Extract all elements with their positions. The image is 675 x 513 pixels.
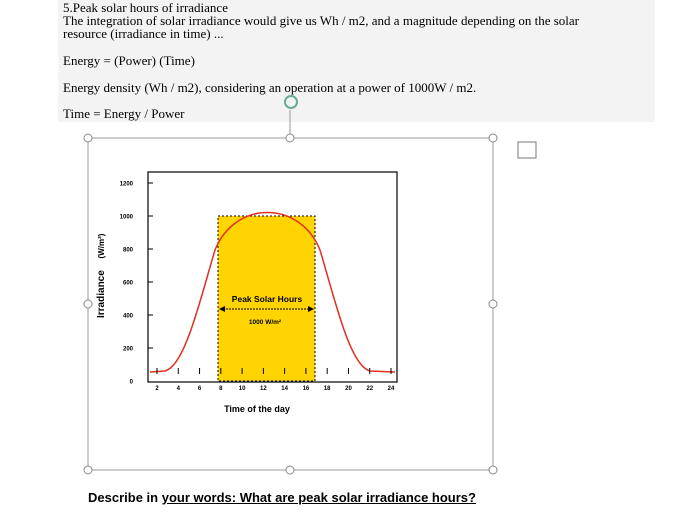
plot-frame	[147, 171, 398, 383]
x-tick-label: 24	[388, 386, 395, 392]
x-tick-label: 18	[324, 386, 331, 392]
question-prefix: Describe in	[88, 490, 159, 505]
handles	[83, 133, 498, 475]
paragraph: Energy density (Wh / m2), considering an…	[63, 80, 477, 95]
rotate-handle[interactable]	[284, 95, 298, 109]
band-value: 1000 W/m²	[249, 319, 282, 326]
x-tick-label: 4	[177, 386, 181, 392]
x-tick-label: 20	[345, 386, 352, 392]
peak-band	[217, 215, 316, 382]
y-tick-label: 600	[123, 281, 134, 287]
paragraph: Energy = (Power) (Time)	[63, 53, 195, 68]
x-axis-label: Time of the day	[224, 404, 290, 414]
y-axis-unit: (W/m²)	[97, 233, 106, 258]
heading: 5.Peak solar hours of irradiance	[63, 0, 228, 15]
x-tick-label: 22	[366, 386, 373, 392]
question-text: your words: What are peak solar irradian…	[161, 490, 476, 505]
irradiance-curve	[149, 211, 396, 373]
band-label: Peak Solar Hours	[232, 294, 303, 304]
x-tick-label: 14	[281, 386, 288, 392]
y-tick-label: 800	[123, 248, 134, 254]
paragraph: Time = Energy / Power	[63, 106, 185, 121]
x-tick-label: 16	[303, 386, 310, 392]
y-tick-label: 0	[130, 380, 134, 386]
paragraph: resource (irradiance in time) ...	[63, 26, 224, 41]
layout-options-icon[interactable]	[517, 141, 537, 159]
y-axis-label: Irradiance	[96, 270, 107, 318]
y-tick-label: 1200	[120, 182, 134, 188]
x-tick-label: 12	[260, 386, 267, 392]
paragraph: The integration of solar irradiance woul…	[63, 13, 580, 28]
x-tick-label: 6	[198, 386, 202, 392]
question: Describe in your words: What are peak so…	[88, 490, 476, 505]
y-tick-label: 1000	[120, 215, 134, 221]
x-tick-label: 10	[239, 386, 246, 392]
x-tick-label: 8	[219, 386, 223, 392]
y-tick-label: 200	[123, 347, 134, 353]
text-background	[58, 0, 655, 122]
x-tick-label: 2	[155, 386, 159, 392]
y-tick-label: 400	[123, 314, 134, 320]
